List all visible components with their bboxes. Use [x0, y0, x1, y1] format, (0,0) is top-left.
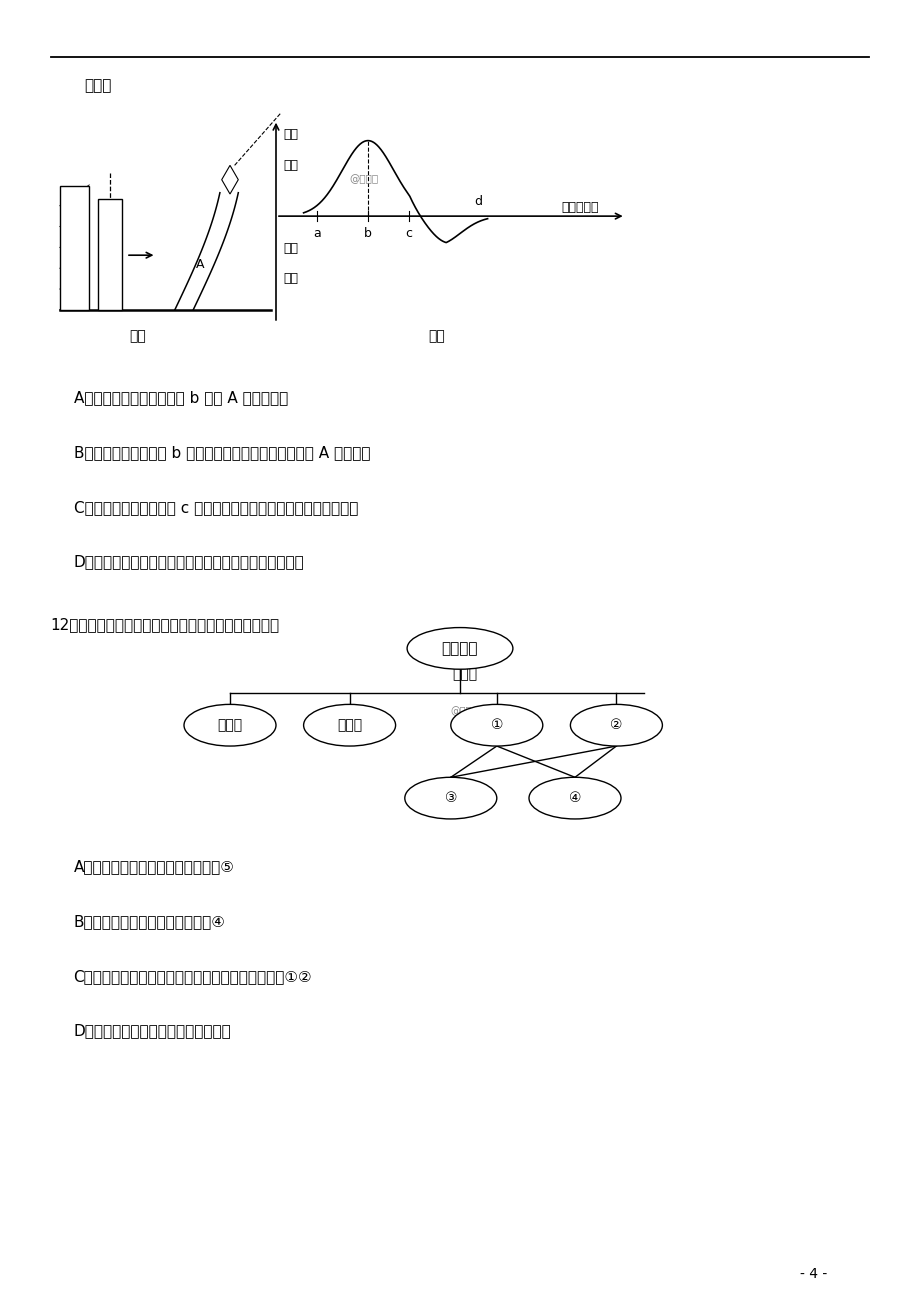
- Text: 图二: 图二: [428, 329, 445, 342]
- Ellipse shape: [407, 628, 513, 669]
- Text: ①: ①: [490, 719, 503, 732]
- Ellipse shape: [404, 777, 496, 819]
- Text: ③: ③: [444, 792, 457, 805]
- Text: 种群密度: 种群密度: [441, 641, 478, 656]
- Ellipse shape: [303, 704, 395, 746]
- Text: a: a: [312, 227, 320, 240]
- Text: D．种群密度是种群最基本的数量特征: D．种群密度是种群最基本的数量特征: [74, 1023, 231, 1039]
- Bar: [98, 199, 122, 310]
- Polygon shape: [221, 165, 238, 194]
- Text: C．春运期间，北京人口数量变化主要取决于图中的①②: C．春运期间，北京人口数量变化主要取决于图中的①②: [74, 969, 312, 984]
- Text: 误的是: 误的是: [85, 78, 112, 94]
- Text: 促进: 促进: [283, 128, 298, 141]
- Ellipse shape: [184, 704, 276, 746]
- Text: @正确云: @正确云: [450, 706, 478, 716]
- Text: A: A: [196, 258, 204, 271]
- Text: C．只有生长素浓度高于 c 点浓度时，生长素才会抑制胚芽鞘的生长: C．只有生长素浓度高于 c 点浓度时，生长素才会抑制胚芽鞘的生长: [74, 500, 357, 516]
- Ellipse shape: [570, 704, 662, 746]
- Text: d: d: [474, 195, 482, 208]
- Text: 抑制: 抑制: [283, 242, 298, 255]
- Text: A．预测种群数量变化的主要依据是⑤: A．预测种群数量变化的主要依据是⑤: [74, 859, 234, 875]
- Ellipse shape: [528, 777, 620, 819]
- Bar: [60, 186, 89, 310]
- Text: b: b: [363, 227, 371, 240]
- Text: 迁出率: 迁出率: [217, 719, 243, 732]
- Text: A．琼脂块中生长素浓度在 b 点时 A 具有最大値: A．琼脂块中生长素浓度在 b 点时 A 具有最大値: [74, 391, 288, 406]
- Text: c: c: [404, 227, 412, 240]
- Text: 图一: 图一: [130, 329, 146, 342]
- Text: @正确云: @正确云: [349, 174, 379, 185]
- Text: 取决于: 取决于: [451, 668, 477, 681]
- Ellipse shape: [450, 704, 542, 746]
- Text: 作用: 作用: [283, 159, 298, 172]
- Text: 12．下列结合种群特征的概念图所做的分析，错误的是: 12．下列结合种群特征的概念图所做的分析，错误的是: [51, 617, 279, 633]
- Text: 作用: 作用: [283, 272, 298, 285]
- Text: ④: ④: [568, 792, 581, 805]
- Text: - 4 -: - 4 -: [800, 1267, 827, 1281]
- Text: B．当生长素浓度小于 b 点浓度时，随生长素浓度的增加 A 逐渐减小: B．当生长素浓度小于 b 点浓度时，随生长素浓度的增加 A 逐渐减小: [74, 445, 369, 461]
- Text: D．由图二可知生长素对于胚芽鞘的生长作用具有两重性: D．由图二可知生长素对于胚芽鞘的生长作用具有两重性: [74, 555, 304, 570]
- Text: 迁人率: 迁人率: [336, 719, 362, 732]
- Text: 生长素浓度: 生长素浓度: [561, 201, 598, 214]
- Text: ②: ②: [609, 719, 622, 732]
- Text: B．利用性引诱剂诅杀害虫会影响④: B．利用性引诱剂诅杀害虫会影响④: [74, 914, 225, 930]
